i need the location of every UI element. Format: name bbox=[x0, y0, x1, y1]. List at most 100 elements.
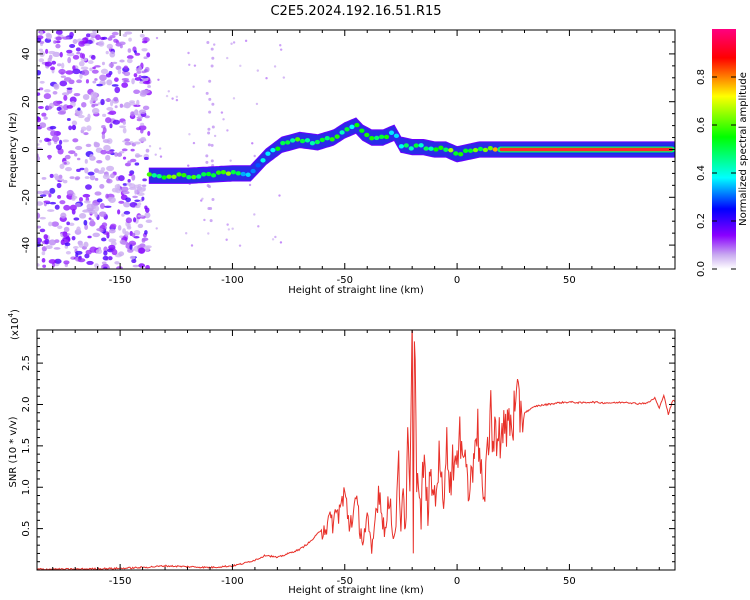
spectrogram-x-ticks: -150 -100 -50 0 50 bbox=[52, 30, 660, 286]
noise-blob bbox=[107, 111, 114, 115]
y-tick-label: 0.5 bbox=[21, 521, 32, 537]
noise-blob bbox=[93, 205, 100, 212]
noise-blob bbox=[63, 95, 68, 101]
noise-blob bbox=[79, 167, 85, 171]
noise-blob bbox=[144, 66, 150, 73]
ridge-blob bbox=[230, 170, 236, 175]
noise-blob bbox=[124, 31, 133, 35]
noise-blob bbox=[38, 105, 44, 109]
ridge-blob bbox=[161, 175, 167, 180]
noise-blob bbox=[79, 52, 84, 59]
noise-blob bbox=[114, 184, 121, 189]
noise-blob bbox=[37, 116, 42, 123]
noise-blob bbox=[226, 223, 229, 226]
noise-blob bbox=[279, 48, 283, 51]
noise-blob bbox=[159, 155, 163, 158]
ridge-blob bbox=[260, 158, 266, 163]
noise-blob bbox=[282, 76, 286, 79]
noise-blob bbox=[138, 125, 147, 131]
noise-blob bbox=[101, 237, 107, 242]
noise-blob bbox=[147, 84, 152, 89]
noise-blob bbox=[44, 238, 50, 245]
ridge-blob bbox=[255, 163, 261, 168]
noise-blob bbox=[92, 80, 97, 84]
y-tick-label: 2.0 bbox=[21, 397, 32, 413]
noise-blob bbox=[52, 100, 61, 107]
noise-blob bbox=[119, 44, 123, 49]
ridge-blob bbox=[186, 175, 192, 180]
noise-blob bbox=[79, 73, 83, 79]
noise-blob bbox=[37, 225, 42, 229]
noise-blob bbox=[69, 204, 77, 211]
noise-blob bbox=[140, 75, 149, 79]
noise-blob bbox=[126, 58, 133, 64]
ridge-blob bbox=[156, 173, 162, 179]
noise-blob bbox=[90, 55, 96, 60]
noise-blob bbox=[56, 106, 62, 112]
noise-blob bbox=[87, 60, 94, 65]
y-tick-label: 1.5 bbox=[21, 438, 32, 454]
noise-blob bbox=[279, 241, 283, 244]
ridge-blob bbox=[383, 134, 390, 140]
noise-blob bbox=[89, 67, 93, 72]
noise-blob bbox=[39, 228, 46, 233]
ridge-blob bbox=[309, 140, 316, 146]
noise-blob bbox=[43, 234, 48, 240]
y-tick-label: -40 bbox=[21, 237, 32, 253]
noise-blob bbox=[207, 185, 211, 189]
noise-blob bbox=[145, 148, 150, 153]
ridge-blob bbox=[393, 133, 400, 139]
ridge-blob bbox=[280, 140, 286, 146]
noise-blob bbox=[73, 217, 80, 221]
y-tick-label: -20 bbox=[21, 189, 32, 205]
noise-blob bbox=[59, 178, 65, 182]
noise-blob bbox=[139, 33, 145, 38]
noise-blob bbox=[59, 200, 66, 205]
colorbar-tick-label: 0.0 bbox=[696, 261, 707, 277]
noise-blob bbox=[41, 62, 46, 65]
noise-blob bbox=[119, 125, 127, 129]
noise-blob bbox=[43, 116, 48, 120]
ridge-blob bbox=[433, 147, 439, 152]
noise-blob bbox=[89, 174, 96, 181]
noise-blob bbox=[84, 253, 90, 259]
ridge-blob bbox=[171, 174, 177, 179]
noise-blob bbox=[69, 96, 77, 103]
noise-blob bbox=[123, 80, 130, 83]
noise-blob bbox=[101, 82, 106, 85]
noise-blob bbox=[83, 132, 89, 136]
noise-blob bbox=[111, 31, 119, 36]
noise-blob bbox=[65, 251, 71, 255]
noise-blob bbox=[78, 243, 84, 248]
ridge-blob bbox=[423, 146, 429, 151]
noise-blob bbox=[88, 217, 92, 220]
noise-blob bbox=[133, 235, 140, 239]
noise-blob bbox=[38, 48, 44, 52]
ridge-blob bbox=[413, 143, 419, 148]
ridge-blob bbox=[374, 135, 380, 141]
noise-blob bbox=[145, 265, 150, 269]
noise-blob bbox=[42, 190, 51, 195]
noise-blob bbox=[43, 200, 51, 204]
ridge-blob bbox=[349, 124, 355, 130]
noise-blob bbox=[79, 213, 87, 219]
noise-blob bbox=[265, 77, 268, 80]
noise-blob bbox=[130, 148, 135, 152]
ridge-blob bbox=[453, 151, 459, 156]
ridge-blob bbox=[418, 143, 424, 148]
noise-blob bbox=[91, 69, 99, 74]
noise-blob bbox=[122, 71, 126, 74]
noise-blob bbox=[157, 78, 160, 81]
noise-blob bbox=[68, 150, 76, 155]
noise-blob bbox=[114, 77, 119, 82]
ridge-blob bbox=[403, 143, 409, 148]
ridge-blob bbox=[270, 147, 276, 153]
noise-blob bbox=[138, 247, 146, 254]
noise-blob bbox=[58, 139, 63, 145]
noise-blob bbox=[116, 266, 123, 269]
noise-blob bbox=[78, 197, 83, 202]
noise-blob bbox=[102, 255, 109, 261]
noise-blob bbox=[122, 156, 127, 160]
noise-blob bbox=[105, 117, 112, 124]
noise-blob bbox=[238, 244, 242, 247]
